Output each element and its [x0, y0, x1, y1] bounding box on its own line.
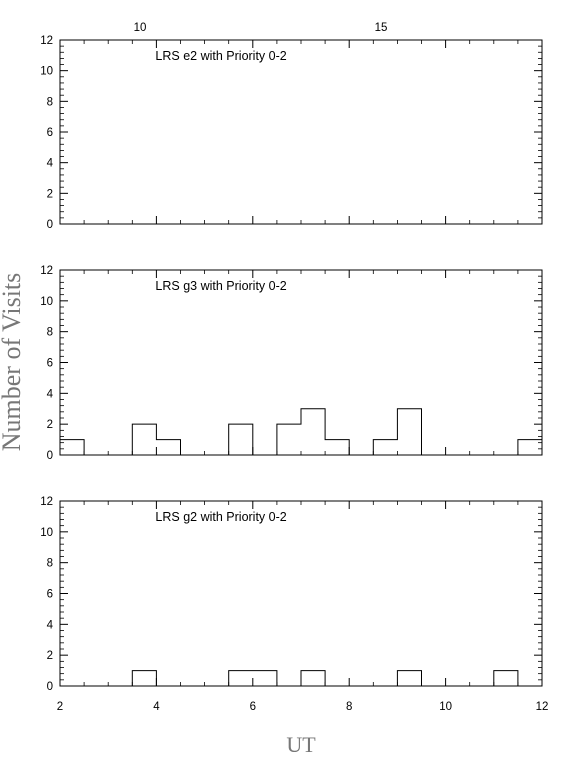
y-tick-label: 6: [47, 589, 53, 601]
panel-3: 0 2 4 6 8 10 12 LRS g2 with Priority 0-2: [40, 496, 543, 693]
y-tick-label: 0: [47, 681, 53, 693]
x-tick-label: 2: [57, 701, 63, 713]
x-tick-label: 8: [346, 701, 352, 713]
histogram-series: [60, 670, 542, 687]
y-tick-label: 4: [47, 619, 54, 631]
y-axis-title: Number of Visits: [0, 273, 26, 452]
panel-title: LRS g2 with Priority 0-2: [155, 510, 286, 524]
y-tick-label: 2: [47, 188, 53, 200]
panel-frame: [59, 500, 543, 687]
histogram-series: [60, 408, 542, 456]
y-tick-label: 8: [47, 327, 53, 339]
y-tick-label: 2: [47, 419, 53, 431]
y-tick-label: 2: [47, 650, 53, 662]
y-tick-label: 8: [47, 558, 53, 570]
y-tick-label: 10: [40, 296, 53, 308]
x-tick-label: 4: [153, 701, 160, 713]
y-tick-label: 12: [40, 496, 53, 508]
y-tick-label: 10: [40, 527, 53, 539]
y-tick-label: 10: [40, 66, 53, 78]
y-tick-label: 4: [47, 388, 54, 400]
panel-title: LRS g3 with Priority 0-2: [155, 279, 286, 293]
y-tick-label: 8: [47, 96, 53, 108]
y-tick-label: 0: [47, 219, 53, 231]
panel-title: LRS e2 with Priority 0-2: [155, 49, 286, 63]
top-x-tick-label: 15: [375, 22, 388, 34]
panels: 0 2 4 6 8 10 12 LRS e2 with Priority 0-2 0 2 4 6 8 10…: [40, 35, 543, 693]
top-x-tick-label: 10: [134, 22, 147, 34]
y-tick-label: 6: [47, 127, 53, 139]
bottom-x-axis: 2 4 6 8 10 12: [57, 701, 549, 713]
panel-1: 0 2 4 6 8 10 12 LRS e2 with Priority 0-2: [40, 35, 543, 231]
y-tick-label: 4: [47, 158, 54, 170]
x-tick-label: 10: [439, 701, 452, 713]
top-x-axis: 101520: [134, 22, 388, 34]
x-tick-label: 6: [250, 701, 256, 713]
x-tick-label: 12: [536, 701, 549, 713]
y-tick-label: 12: [40, 35, 53, 47]
y-tick-label: 12: [40, 265, 53, 277]
x-axis-title: UT: [286, 732, 316, 757]
y-tick-label: 0: [47, 450, 53, 462]
y-tick-label: 6: [47, 358, 53, 370]
panel-frame: [59, 39, 543, 225]
panel-2: 0 2 4 6 8 10 12 LRS g3 with Priority 0-2: [40, 265, 543, 462]
